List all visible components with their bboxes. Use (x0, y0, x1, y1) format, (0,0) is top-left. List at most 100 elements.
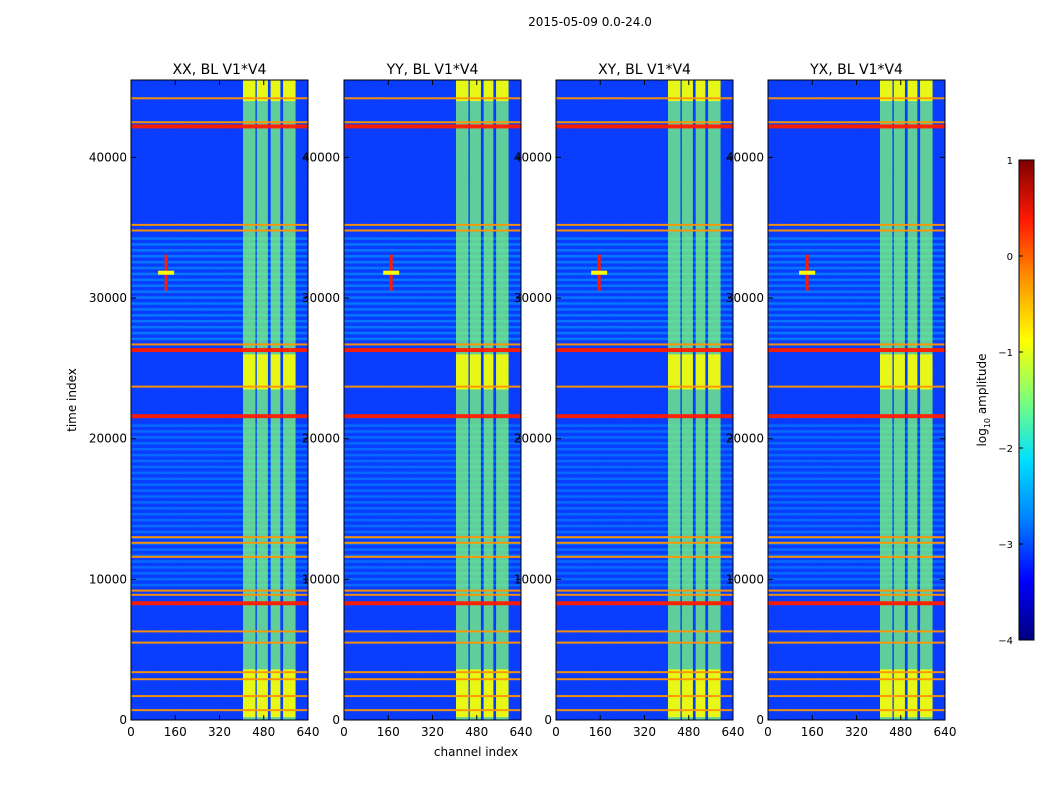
band-row (344, 314, 521, 317)
band-row (131, 554, 308, 557)
band-row (556, 518, 733, 522)
rfi-row (768, 709, 945, 712)
rfi-row (344, 348, 521, 353)
rfi-band-hot (920, 669, 933, 718)
band-row (131, 483, 308, 486)
y-tick-label: 20000 (302, 432, 340, 446)
y-tick-label: 30000 (514, 291, 552, 305)
band-row (131, 572, 308, 575)
rfi-band-2 (681, 80, 693, 720)
band-row (768, 554, 945, 557)
rfi-row (131, 709, 308, 712)
panel-title: XY, BL V1*V4 (598, 62, 691, 78)
band-row (768, 459, 945, 463)
y-tick-label: 40000 (514, 150, 552, 164)
band-row (556, 266, 733, 270)
rfi-band-hot (456, 80, 469, 102)
band-row (768, 296, 945, 299)
y-tick-label: 40000 (726, 150, 764, 164)
rfi-row (768, 121, 945, 124)
band-row (768, 530, 945, 534)
band-row (131, 512, 308, 516)
band-row (768, 465, 945, 469)
heatmap-body (344, 80, 521, 720)
rfi-row (768, 229, 945, 232)
x-tick-label: 320 (421, 725, 444, 739)
band-row (768, 266, 945, 270)
heatmap-noise (556, 80, 733, 720)
rfi-row (344, 555, 521, 558)
rfi-band-hot (681, 669, 693, 718)
band-row (768, 430, 945, 433)
x-tick-label: 480 (465, 725, 488, 739)
y-tick-label: 0 (332, 713, 340, 727)
band-row (344, 495, 521, 498)
rfi-row (768, 124, 945, 129)
rfi-row (556, 671, 733, 674)
x-tick-label: 0 (127, 725, 135, 739)
rfi-band-hot (681, 354, 693, 390)
rfi-band-hot (695, 354, 706, 390)
rfi-row (131, 414, 308, 419)
band-row (768, 337, 945, 341)
rfi-row (556, 593, 733, 596)
band-row (131, 453, 308, 457)
band-row (768, 447, 945, 451)
x-tick-label: 160 (164, 725, 187, 739)
rfi-band-3 (270, 80, 281, 720)
band-row (131, 314, 308, 317)
rfi-row (344, 121, 521, 124)
rfi-row (344, 541, 521, 544)
panel-xy: XY, BL V1*V4 0 160 320 480 640 0 10000 20000 3000… (514, 62, 745, 739)
heatmap-body (768, 80, 945, 720)
band-row (556, 512, 733, 516)
rfi-row (344, 641, 521, 644)
rfi-row (556, 601, 733, 606)
heatmap-panels: XX, BL V1*V4 0 160 320 480 640 0 10000 20000 3000… (89, 62, 957, 739)
band-row (556, 442, 733, 445)
colorbar-ticks: −4 −3 −2 −1 0 1 (998, 156, 1023, 647)
colorbar: −4 −3 −2 −1 0 1 log10 amplitude (975, 156, 1035, 647)
x-tick-label: 640 (722, 725, 745, 739)
rfi-row (131, 229, 308, 232)
band-row (768, 249, 945, 252)
rfi-row (131, 641, 308, 644)
rfi-band-hot (695, 669, 706, 718)
rfi-row (768, 671, 945, 674)
rfi-row (556, 223, 733, 226)
rfi-row (131, 671, 308, 674)
band-row (556, 548, 733, 551)
band-row (556, 302, 733, 305)
rfi-band-hot (483, 669, 494, 718)
colorbar-label-log: log (975, 428, 989, 446)
colorbar-tick-label: 0 (1007, 252, 1013, 263)
band-row (344, 447, 521, 451)
band-row (556, 331, 733, 335)
band-row (131, 465, 308, 469)
band-row (344, 266, 521, 270)
rfi-band-hot (880, 80, 893, 102)
band-row (131, 296, 308, 299)
band-row (344, 249, 521, 252)
rfi-band-hot (880, 669, 893, 718)
heatmap-noise (344, 80, 521, 720)
band-row (556, 495, 733, 498)
band-row (768, 471, 945, 475)
rfi-band-2 (469, 80, 481, 720)
x-tick-label: 0 (764, 725, 772, 739)
band-row (344, 566, 521, 569)
band-row (556, 483, 733, 486)
rfi-row (131, 348, 308, 353)
band-row (131, 308, 308, 311)
rfi-row (556, 555, 733, 558)
band-row (344, 290, 521, 293)
rfi-row (344, 630, 521, 633)
rfi-row (768, 555, 945, 558)
band-row (556, 459, 733, 463)
rfi-row (556, 348, 733, 353)
colorbar-label-sub: 10 (983, 418, 992, 428)
band-row (344, 453, 521, 457)
rfi-row (344, 229, 521, 232)
rfi-band-hot (907, 354, 918, 390)
